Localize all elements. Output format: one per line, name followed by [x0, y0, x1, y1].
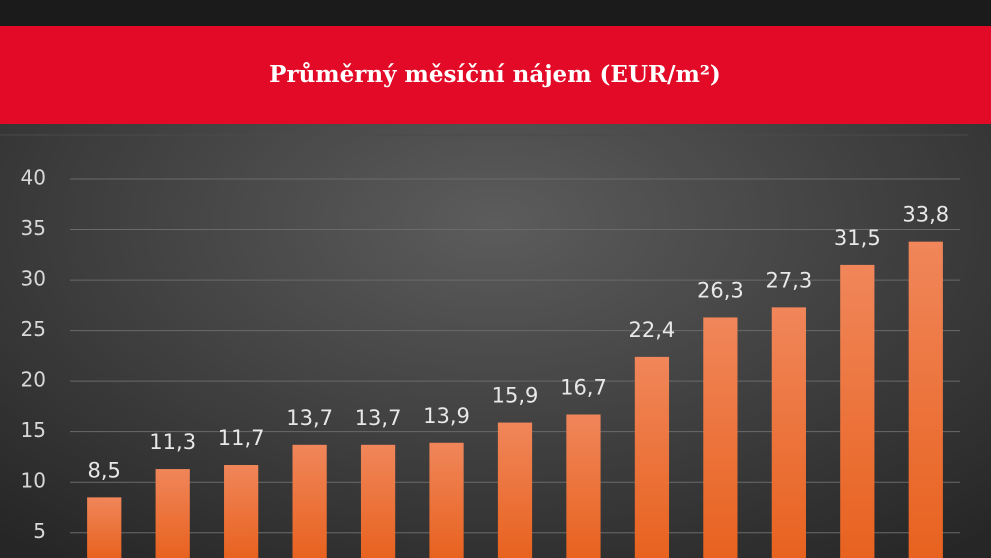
bar: [497, 422, 533, 558]
data-label: 11,7: [218, 426, 265, 450]
y-tick-label: 10: [21, 469, 46, 493]
data-label: 31,5: [834, 226, 881, 250]
bar: [634, 356, 670, 558]
bar: [908, 241, 943, 558]
data-label: 26,3: [697, 278, 744, 302]
data-label: 22,4: [629, 318, 676, 342]
bar: [292, 444, 327, 558]
bar: [771, 307, 806, 558]
y-tick-label: 35: [21, 216, 46, 240]
y-tick-label: 5: [33, 519, 46, 543]
data-label: 13,9: [423, 404, 470, 428]
chart-title: Průměrný měsíční nájem (EUR/m²): [269, 61, 721, 88]
y-tick-label: 20: [21, 368, 46, 392]
data-label: 8,5: [88, 458, 121, 482]
data-label: 13,7: [355, 406, 402, 430]
data-label: 13,7: [286, 406, 333, 430]
bar: [155, 469, 190, 558]
y-tick-label: 25: [21, 317, 46, 341]
top-bar: [0, 0, 991, 26]
bar: [87, 497, 122, 558]
data-label: 15,9: [492, 384, 539, 408]
data-label: 27,3: [765, 268, 812, 292]
bar: [703, 317, 738, 558]
bar: [429, 442, 464, 558]
bar: [360, 444, 396, 558]
bar: [566, 414, 601, 558]
title-banner: [0, 26, 991, 124]
y-tick-label: 15: [21, 418, 46, 442]
data-label: 16,7: [560, 375, 607, 399]
bar: [840, 264, 875, 558]
data-label: 11,3: [149, 430, 196, 454]
bar: [224, 465, 259, 558]
y-tick-label: 40: [21, 166, 46, 190]
data-label: 33,8: [902, 203, 949, 227]
y-tick-label: 30: [21, 267, 46, 291]
